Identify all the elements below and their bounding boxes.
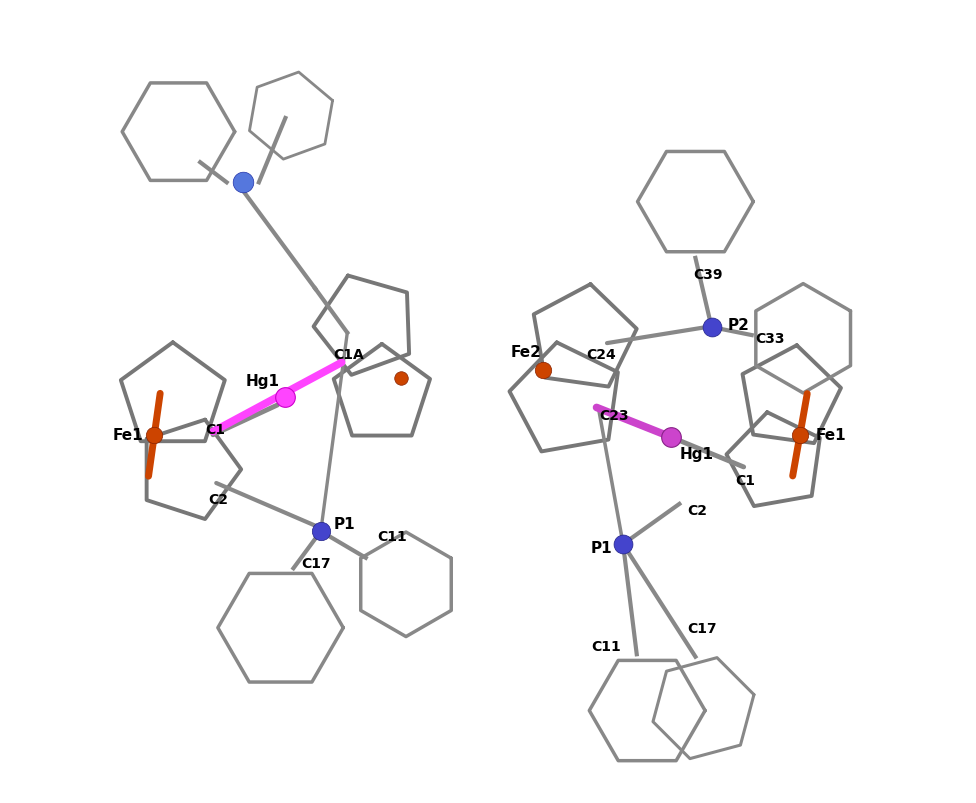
Text: Hg1: Hg1 (679, 446, 713, 461)
Text: P1: P1 (590, 540, 613, 555)
Text: Hg1: Hg1 (245, 374, 279, 389)
Point (664, 431, 679, 444)
Text: C1: C1 (205, 422, 225, 437)
Point (235, 177, 251, 190)
Text: C11: C11 (377, 529, 407, 544)
Text: C39: C39 (693, 267, 722, 282)
Text: C17: C17 (302, 556, 331, 571)
Point (704, 321, 719, 334)
Text: C1: C1 (736, 473, 755, 487)
Point (793, 429, 808, 442)
Point (146, 429, 162, 442)
Text: C33: C33 (754, 332, 785, 346)
Point (535, 365, 550, 377)
Text: C2: C2 (687, 503, 708, 517)
Text: C11: C11 (590, 639, 621, 654)
Point (313, 525, 329, 538)
Point (615, 538, 630, 551)
Point (277, 391, 293, 404)
Text: C23: C23 (599, 409, 629, 423)
Text: C2: C2 (208, 492, 228, 507)
Text: C24: C24 (586, 348, 616, 362)
Text: P1: P1 (334, 516, 355, 531)
Text: C1A: C1A (334, 348, 364, 362)
Point (393, 373, 409, 385)
Text: Fe2: Fe2 (510, 344, 542, 359)
Text: P2: P2 (727, 318, 750, 332)
Text: Fe1: Fe1 (112, 428, 143, 442)
Text: C17: C17 (687, 621, 717, 635)
Text: Fe1: Fe1 (816, 428, 846, 442)
